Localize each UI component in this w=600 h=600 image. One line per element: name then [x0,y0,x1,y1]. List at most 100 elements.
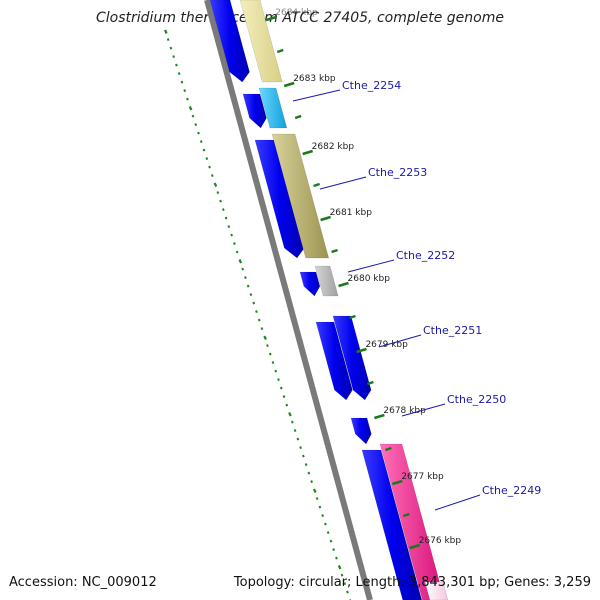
gc-dot [263,335,267,340]
gc-dot [246,284,250,288]
gc-dot [343,582,347,586]
gc-dot [299,446,302,450]
gc-dot [172,55,176,59]
gc-dot [219,199,222,203]
gc-dot [241,267,244,271]
gc-dot [329,539,333,543]
gc-dot [285,403,289,407]
gene-arrow-top-forward[interactable] [209,0,250,83]
tick-mark-minor [276,48,284,54]
tick-mark-minor [402,512,410,518]
gene-cthe-2252[interactable] [314,265,339,297]
gc-dot [169,46,173,50]
gene-arrow-forward[interactable] [315,321,353,401]
gc-dot [180,80,184,84]
gene-cthe-2253[interactable] [271,133,330,259]
gene-label-cthe-2253[interactable]: Cthe_2253 [368,166,427,179]
gene-arrow-forward[interactable] [361,449,423,600]
genome-backbone [204,0,373,600]
gene-label-cthe-2251[interactable]: Cthe_2251 [423,324,482,337]
gene-labels: Cthe_2254 Cthe_2253 Cthe_2252 Cthe_2251 Cthe… [292,79,541,511]
tick-mark-minor [294,114,302,120]
gc-dot [238,259,243,264]
gc-dot [233,242,236,246]
gc-content-dots [163,29,352,600]
gc-dot [224,216,228,220]
feature-track [209,0,449,600]
gene-arrow-forward[interactable] [242,93,267,129]
gc-dot [266,344,269,348]
gene-label-cthe-2249[interactable]: Cthe_2249 [482,484,541,497]
gc-dot [288,412,292,417]
tick-mark [391,479,403,486]
gc-dot [346,590,349,594]
tick-mark-minor [367,380,374,386]
accession-text: Accession: NC_009012 [9,575,157,590]
gene-cthe-2250[interactable] [350,417,372,445]
tick-mark-minor [313,182,321,188]
gc-dot [304,463,308,467]
gc-dot [315,497,319,501]
tick-mark [356,347,367,354]
tick-label: 2684 kbp [275,8,318,18]
gc-dot [321,514,324,518]
tick-mark [283,81,295,88]
gene-arrow-forward[interactable] [299,271,321,297]
gene-cthe-2254[interactable] [258,87,288,129]
tick-mark [374,413,385,420]
gc-dot [340,573,344,577]
gene-label-cthe-2252[interactable]: Cthe_2252 [396,249,455,262]
gc-dot [274,369,278,373]
tick-label: 2683 kbp [293,74,336,84]
tick-mark [338,281,349,288]
gc-dot [268,352,272,356]
gene-label-cthe-2250[interactable]: Cthe_2250 [447,393,506,406]
gc-dot [282,395,286,399]
tick-label: 2678 kbp [383,406,426,416]
gc-dot [210,174,214,178]
tick-label: 2677 kbp [401,472,444,482]
gc-dot [205,157,209,161]
gc-dot [235,250,239,254]
tick-label: 2681 kbp [330,208,373,218]
gc-dot [175,63,178,67]
gene-top-partial[interactable] [239,0,283,83]
gc-dot [183,89,187,93]
tick-mark [265,15,277,22]
tick-label: 2676 kbp [419,536,462,546]
tick-mark-minor [349,314,356,320]
gc-dot [197,131,200,135]
gc-dot [332,548,336,552]
gc-dot [260,327,264,331]
gene-leader-line [319,176,367,190]
gc-dot [249,293,253,297]
gene-label-cthe-2254[interactable]: Cthe_2254 [342,79,401,92]
gc-dot [296,437,300,441]
gene-leader-line [347,259,395,273]
gc-dot [255,310,258,314]
gc-dot [244,276,247,280]
gene-partial-bottom[interactable] [424,581,449,600]
gc-dot [337,565,342,570]
gc-dot [191,114,195,118]
gc-dot [216,191,220,195]
tick-label: 2682 kbp [312,142,355,152]
gc-dot [221,208,225,212]
tick-mark [320,215,331,222]
gene-leader-line [292,89,341,102]
gc-dot [271,361,275,365]
gc-dot [186,97,189,101]
gc-dot [312,488,317,493]
genome-title: Clostridium thermocellum ATCC 27405, com… [96,10,504,26]
gene-arrow-forward[interactable] [254,139,305,259]
gc-dot [335,556,338,560]
gc-dot [277,378,280,382]
tick-mark-minor [384,446,392,452]
gene-cthe-2251[interactable] [332,315,372,401]
gc-dot [324,522,327,526]
gc-dot [208,165,211,169]
gene-leader-line [378,334,422,348]
gc-dot [257,318,261,322]
gc-dot [166,38,170,42]
gc-dot [188,106,193,111]
